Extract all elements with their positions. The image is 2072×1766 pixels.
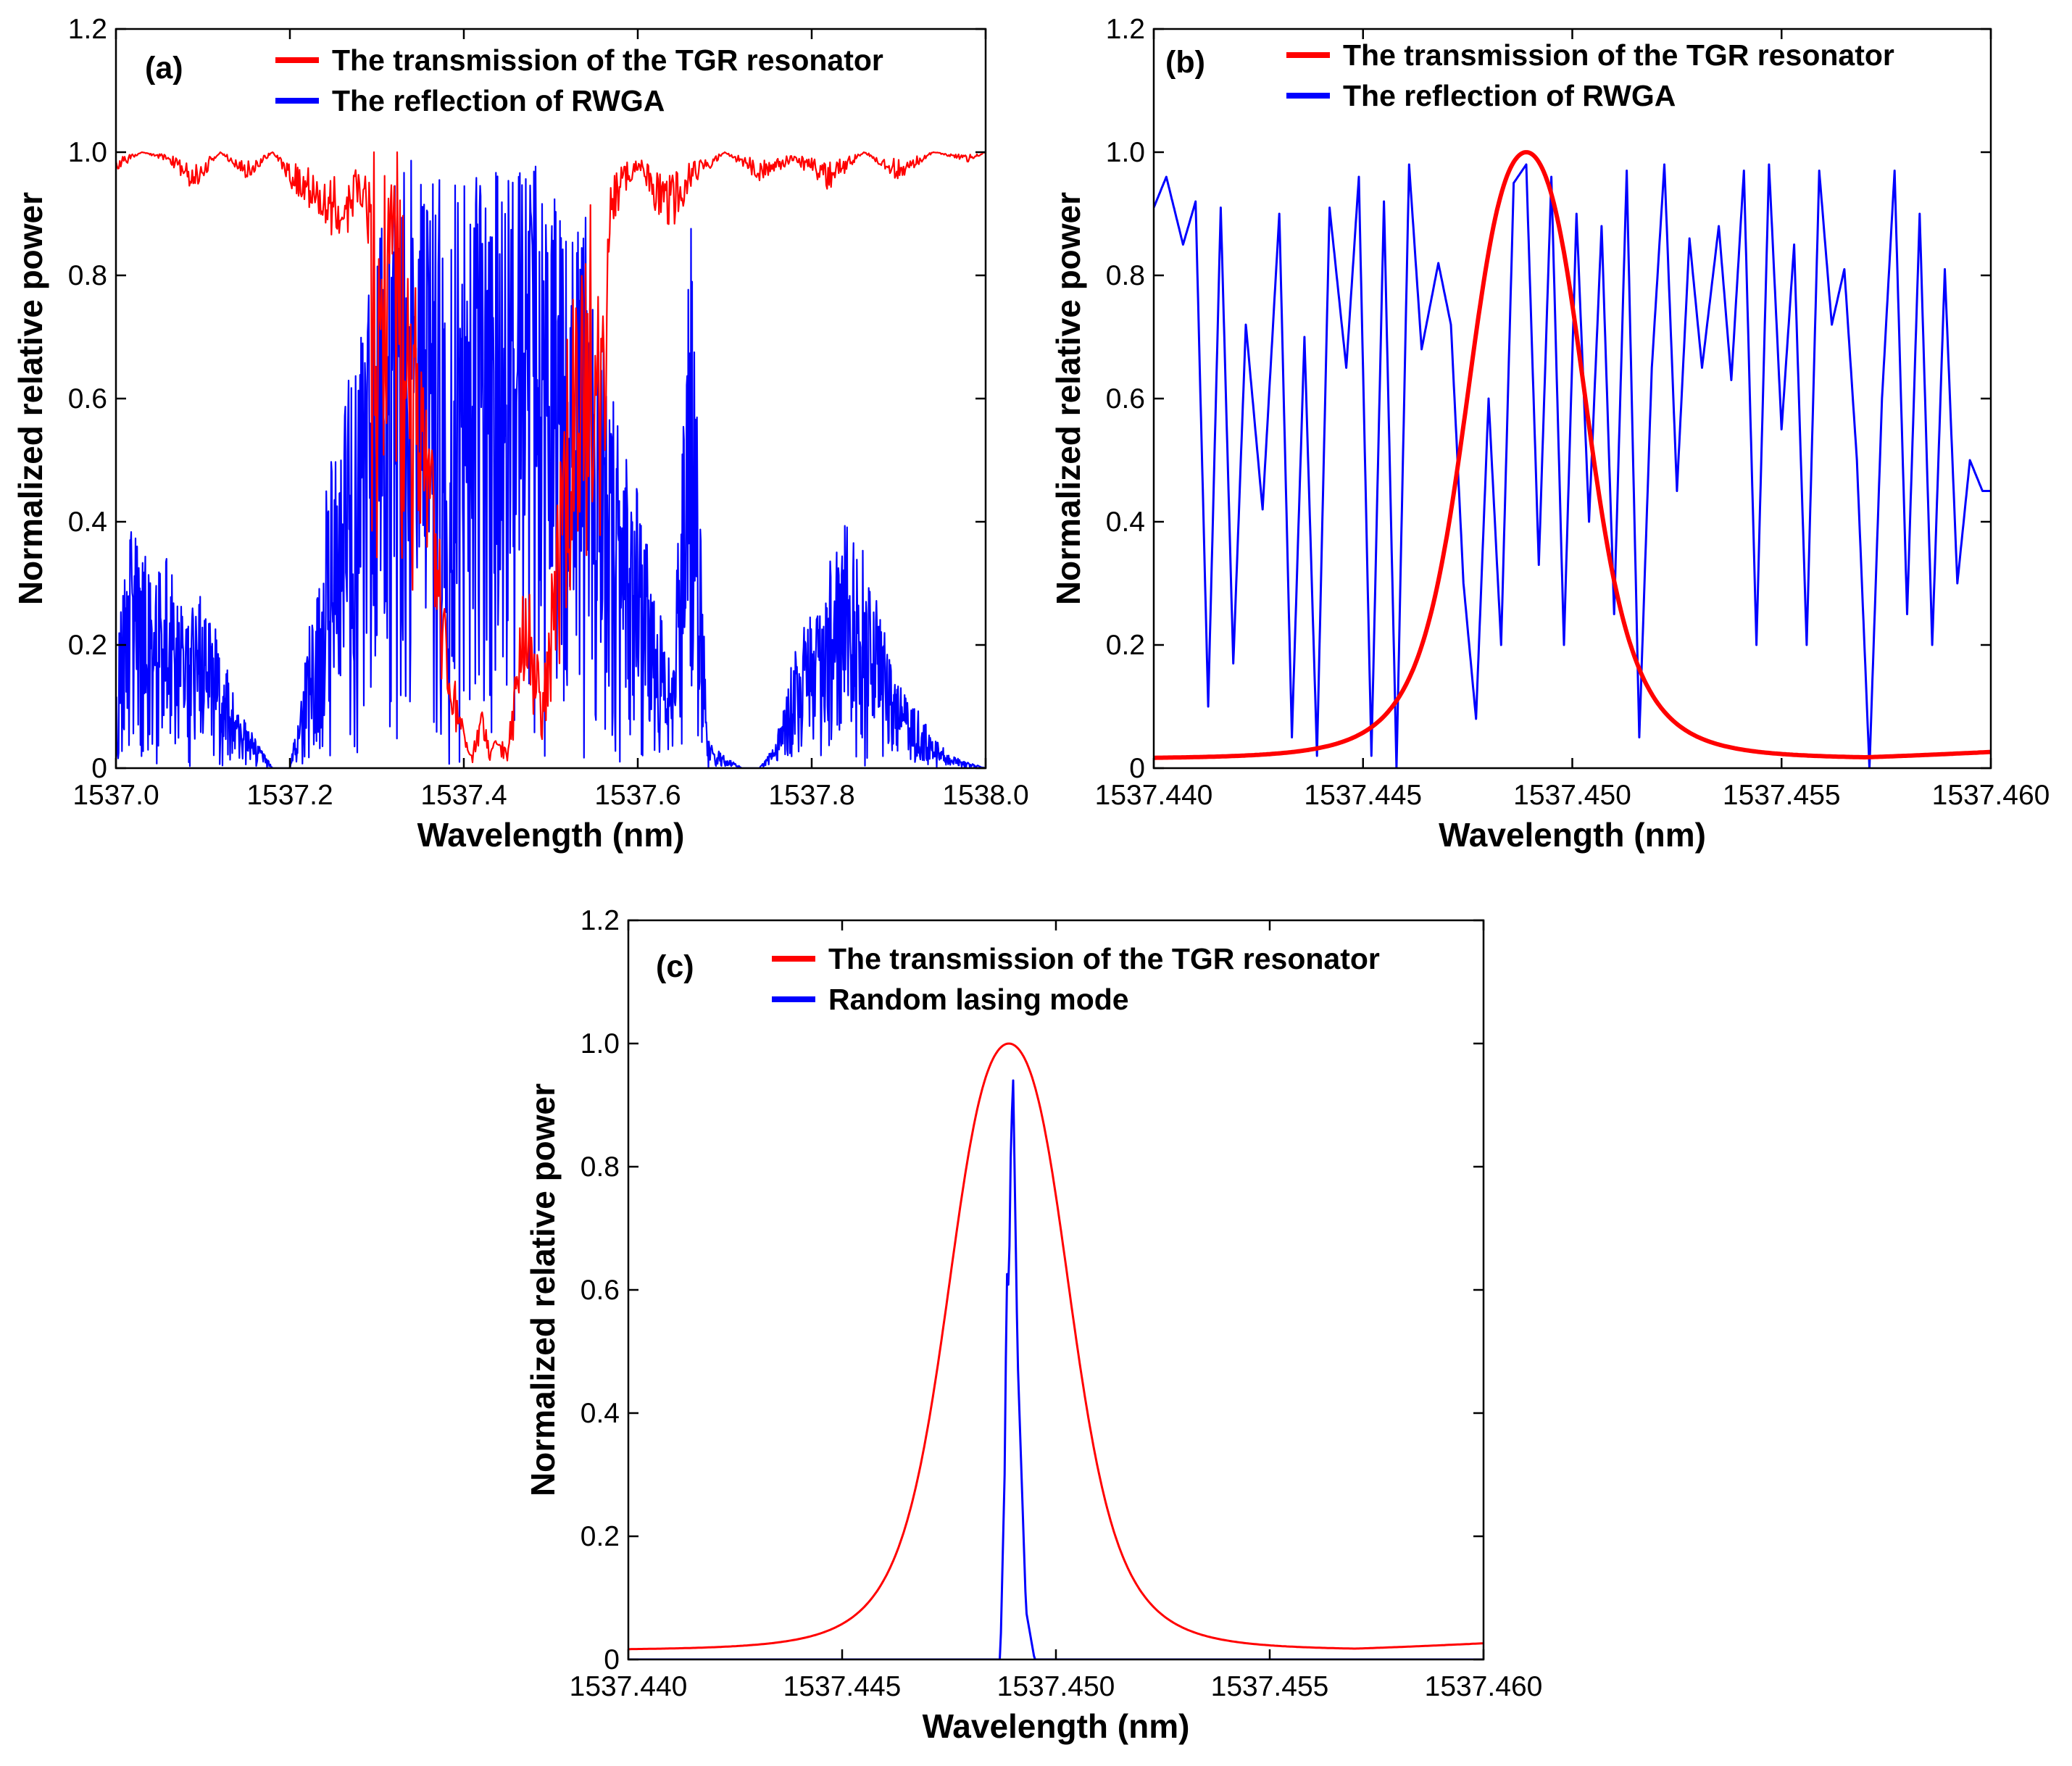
panel-b-chart: 0 0.2 0.4 0.6 0.8 1.0 1.2 1537.440 1537.445 1537.… [1049, 14, 2050, 854]
y-tick-label: 0 [1129, 753, 1145, 784]
legend-entry: The reflection of RWGA [1343, 79, 1676, 112]
y-tick-label: 0.4 [581, 1398, 620, 1429]
x-axis-title: Wavelength (nm) [417, 816, 685, 854]
x-tick-label: 1537.440 [1095, 780, 1213, 811]
x-tick-label: 1537.455 [1211, 1671, 1329, 1702]
y-tick-label: 0.8 [68, 260, 107, 291]
series-line-random-lasing-mode [628, 1079, 1484, 1659]
y-tick-label: 0.2 [1106, 630, 1145, 661]
y-axis-title: Normalized relative power [524, 1083, 562, 1496]
series-line-tgr-transmission [1154, 150, 1991, 760]
y-tick-label: 0.6 [68, 383, 107, 415]
panel-label: (a) [145, 51, 183, 86]
series-line-tgr-transmission [116, 151, 986, 764]
x-tick-label: 1537.440 [570, 1671, 688, 1702]
y-tick-label: 1.0 [1106, 137, 1145, 168]
legend-entry: The transmission of the TGR resonator [828, 942, 1380, 975]
y-tick-label: 0.6 [581, 1275, 620, 1306]
legend-entry: Random lasing mode [828, 983, 1129, 1016]
legend-entry: The transmission of the TGR resonator [1343, 38, 1894, 72]
x-tick-label: 1538.0 [942, 780, 1028, 811]
y-tick-label: 1.0 [68, 137, 107, 168]
x-axis-title: Wavelength (nm) [1439, 816, 1706, 854]
legend-entry: The transmission of the TGR resonator [332, 43, 883, 77]
series-line-rwga-reflection [116, 159, 986, 768]
x-tick-label: 1537.450 [1513, 780, 1631, 811]
x-tick-label: 1537.460 [1932, 780, 2050, 811]
y-axis-title: Normalized relative power [1049, 192, 1087, 605]
y-tick-label: 0.8 [581, 1151, 620, 1183]
y-tick-label: 1.0 [581, 1028, 620, 1059]
x-tick-label: 1537.455 [1723, 780, 1841, 811]
x-tick-label: 1537.6 [594, 780, 681, 811]
y-tick-label: 1.2 [68, 14, 107, 45]
x-tick-label: 1537.460 [1425, 1671, 1543, 1702]
x-tick-label: 1537.445 [1304, 780, 1422, 811]
y-axis-title: Normalized relative power [12, 192, 49, 605]
x-tick-label: 1537.8 [768, 780, 854, 811]
panel-a-chart: 0 0.2 0.4 0.6 0.8 1.0 1.2 1537.0 1537.2 1537.4 153… [12, 14, 1029, 854]
y-tick-label: 0 [91, 753, 107, 784]
x-tick-label: 1537.4 [420, 780, 507, 811]
panel-label: (b) [1165, 45, 1205, 80]
y-tick-label: 1.2 [581, 905, 620, 936]
y-tick-label: 0.6 [1106, 383, 1145, 415]
y-tick-label: 0.2 [68, 630, 107, 661]
y-tick-label: 0.4 [1106, 507, 1145, 538]
panel-label: (c) [656, 949, 694, 984]
panel-c-chart: 0 0.2 0.4 0.6 0.8 1.0 1.2 1537.440 1537.445 1537.… [524, 905, 1542, 1745]
series-line-rwga-reflection [1154, 163, 1991, 768]
x-tick-label: 1537.2 [246, 780, 333, 811]
y-tick-label: 1.2 [1106, 14, 1145, 45]
y-tick-label: 0 [604, 1644, 620, 1675]
x-tick-label: 1537.445 [783, 1671, 902, 1702]
x-tick-label: 1537.450 [997, 1671, 1115, 1702]
x-axis-title: Wavelength (nm) [923, 1707, 1190, 1745]
legend-entry: The reflection of RWGA [332, 84, 665, 117]
y-tick-label: 0.2 [581, 1521, 620, 1552]
plot-frame [627, 919, 1485, 1661]
y-tick-label: 0.8 [1106, 260, 1145, 291]
y-tick-label: 0.4 [68, 507, 107, 538]
x-tick-label: 1537.0 [72, 780, 159, 811]
series-line-tgr-transmission [628, 1042, 1484, 1651]
